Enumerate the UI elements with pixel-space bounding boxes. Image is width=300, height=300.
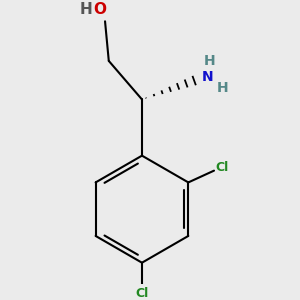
Text: H: H [204, 54, 216, 68]
Text: Cl: Cl [215, 161, 228, 174]
Text: H: H [217, 81, 229, 95]
Text: N: N [202, 70, 214, 84]
Text: Cl: Cl [135, 287, 148, 300]
Text: O: O [94, 2, 107, 17]
Text: H: H [80, 2, 92, 17]
